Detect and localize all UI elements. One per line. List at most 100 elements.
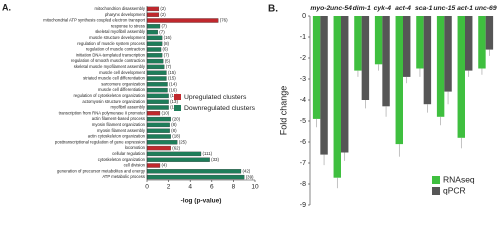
bar	[146, 105, 169, 110]
bar	[444, 16, 452, 92]
category-label: sca-1	[415, 5, 433, 12]
category-label: locomotion	[125, 145, 146, 150]
bar	[146, 134, 171, 139]
bar	[146, 128, 170, 133]
category-label: ATP metabolic process	[102, 174, 145, 179]
x-tick-label: 2	[167, 184, 171, 191]
value-label: (16)	[164, 35, 172, 40]
bar	[146, 151, 202, 157]
category-label: regulation of muscle contraction	[86, 47, 146, 52]
value-label: (7)	[161, 23, 167, 28]
category-label: generation of precursor metabolites and …	[57, 168, 146, 173]
value-label: (33)	[211, 157, 219, 162]
category-label: pharynx development	[105, 12, 146, 17]
category-label: cytoskeleton organization	[98, 157, 146, 162]
bar	[341, 16, 349, 153]
legend-label: qPCR	[443, 185, 466, 195]
category-label: mitochondrion disassembly	[94, 6, 145, 11]
value-label: (8)	[171, 122, 177, 127]
bar	[146, 70, 167, 75]
value-label: (8)	[171, 128, 177, 133]
x-axis-title: -log (p-value)	[181, 198, 222, 205]
legend-label: Upregulated clusters	[184, 94, 247, 101]
bar	[374, 16, 383, 65]
category-label: dim-1	[353, 5, 371, 12]
category-label: unc-54	[330, 5, 352, 12]
bar	[146, 122, 170, 128]
bar	[146, 157, 210, 162]
value-label: (7)	[164, 52, 170, 57]
bar	[146, 163, 161, 168]
category-label: cellular regulation	[112, 151, 145, 156]
bar	[320, 16, 328, 155]
value-label: (15)	[168, 76, 176, 81]
category-label: act-4	[395, 5, 411, 12]
bar	[146, 53, 163, 58]
bar	[361, 16, 370, 100]
category-label: transcription from RNA polymerase II pro…	[59, 110, 146, 115]
value-label: (7)	[159, 29, 165, 34]
value-label: (18)	[172, 134, 180, 139]
bar	[146, 41, 163, 46]
category-label: unc-69	[475, 5, 497, 12]
bar	[146, 58, 164, 64]
bar	[312, 16, 321, 119]
bar	[354, 16, 362, 71]
bar	[146, 174, 245, 180]
category-label: muscle structure development	[89, 35, 146, 40]
value-label: (39)	[246, 174, 254, 179]
category-label: myofibril assembly	[111, 105, 146, 110]
category-label: myosin filament organization	[92, 122, 146, 127]
legend-label: RNAseq	[443, 174, 475, 184]
legend-label: Downregulated clusters	[184, 105, 256, 112]
value-label: (10)	[161, 110, 169, 115]
bar	[146, 18, 219, 23]
y-tick-label: -8	[300, 181, 306, 188]
category-label: striated muscle cell differentiation	[83, 76, 146, 81]
bar	[146, 24, 161, 29]
value-label: (13)	[170, 99, 178, 104]
value-label: (2)	[160, 12, 166, 17]
category-label: posttranscriptional regulation of gene e…	[55, 139, 146, 144]
bar	[146, 12, 160, 17]
value-label: (8)	[164, 41, 170, 46]
value-label: (2)	[160, 6, 166, 11]
category-label: regulation of muscle system process	[77, 41, 145, 46]
category-label: response to stress	[111, 23, 145, 28]
bar	[146, 169, 242, 174]
bar	[146, 99, 169, 104]
bar	[436, 16, 445, 117]
y-axis-title: Fold change	[278, 86, 288, 136]
legend-swatch	[432, 176, 440, 184]
value-label: (15)	[168, 70, 176, 75]
category-label: sarcomere organization	[101, 81, 145, 86]
value-label: (5)	[165, 58, 171, 63]
legend-swatch	[174, 94, 181, 100]
category-label: muscle cell development	[99, 70, 146, 75]
category-label: actin filament-based process	[92, 116, 145, 121]
category-label: myo-2	[310, 5, 330, 12]
category-label: regulation of smooth muscle contraction	[71, 58, 146, 63]
bar	[382, 16, 390, 107]
x-tick-label: 0	[145, 184, 149, 191]
bar	[478, 16, 486, 69]
value-label: (76)	[220, 18, 228, 23]
bar	[485, 16, 494, 50]
value-label: (14)	[169, 81, 177, 86]
bar	[457, 16, 465, 138]
bar	[146, 82, 168, 87]
value-label: (42)	[242, 168, 250, 173]
bar	[146, 145, 171, 151]
bar	[146, 47, 162, 52]
value-label: (6)	[163, 47, 169, 52]
value-label: (20)	[172, 116, 180, 121]
legend-swatch	[174, 105, 181, 111]
value-label: (111)	[203, 151, 213, 156]
x-tick-label: 10	[251, 184, 259, 191]
value-label: (16)	[169, 87, 177, 92]
bar	[465, 16, 473, 71]
category-label: initiation DNA-templated transcription	[76, 52, 146, 57]
x-tick-label: 8	[232, 184, 236, 191]
category-label: cell division	[124, 163, 146, 168]
